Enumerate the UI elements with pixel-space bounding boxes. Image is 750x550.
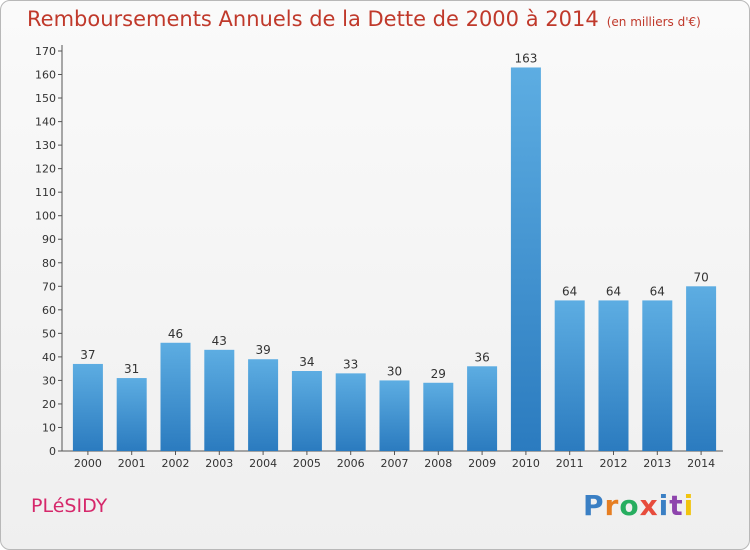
chart-title: Remboursements Annuels de la Dette de 20…	[27, 7, 701, 31]
y-tick-label-110: 110	[35, 186, 56, 199]
bar-2012	[598, 300, 629, 451]
y-tick-label-80: 80	[42, 257, 56, 270]
y-tick-label-60: 60	[42, 304, 56, 317]
bar-2000	[72, 363, 103, 451]
commune-name: PLéSIDY	[31, 495, 108, 517]
x-tick-label-2000: 2000	[74, 457, 102, 470]
y-tick-label-90: 90	[42, 233, 56, 246]
chart-subtitle: (en milliers d'€)	[606, 15, 701, 29]
bar-2009	[467, 366, 498, 451]
logo-letter: i	[683, 489, 695, 522]
y-tick-label-20: 20	[42, 398, 56, 411]
data-label-2011: 64	[562, 284, 577, 298]
y-tick-label-160: 160	[35, 69, 56, 82]
data-label-2002: 46	[168, 327, 183, 341]
data-label-2005: 34	[299, 355, 314, 369]
x-tick-label-2006: 2006	[337, 457, 365, 470]
data-label-2006: 33	[343, 357, 358, 371]
x-tick-label-2013: 2013	[643, 457, 671, 470]
y-tick-label-50: 50	[42, 327, 56, 340]
bar-2013	[642, 300, 673, 451]
x-tick-label-2011: 2011	[556, 457, 584, 470]
proxiti-logo[interactable]: Proxiti	[583, 489, 694, 522]
x-tick-label-2005: 2005	[293, 457, 321, 470]
x-tick-label-2008: 2008	[424, 457, 452, 470]
logo-letter: r	[604, 489, 620, 522]
data-label-2009: 36	[474, 350, 489, 364]
data-label-2004: 39	[255, 343, 270, 357]
bar-2006	[335, 373, 366, 451]
bar-2011	[554, 300, 585, 451]
bar-2004	[248, 359, 279, 451]
x-tick-label-2001: 2001	[118, 457, 146, 470]
y-tick-label-170: 170	[35, 45, 56, 58]
x-tick-label-2014: 2014	[687, 457, 715, 470]
data-label-2000: 37	[80, 348, 95, 362]
data-label-2001: 31	[124, 362, 139, 376]
bar-2002	[160, 342, 191, 451]
x-tick-label-2012: 2012	[600, 457, 628, 470]
bar-2007	[379, 380, 410, 451]
y-tick-label-150: 150	[35, 92, 56, 105]
bar-2008	[423, 382, 454, 451]
data-label-2010: 163	[514, 51, 537, 65]
x-tick-label-2002: 2002	[162, 457, 190, 470]
y-tick-label-10: 10	[42, 421, 56, 434]
x-tick-label-2004: 2004	[249, 457, 277, 470]
y-tick-label-140: 140	[35, 116, 56, 129]
data-label-2007: 30	[387, 364, 402, 378]
y-tick-label-0: 0	[49, 445, 56, 458]
logo-letter: x	[639, 489, 659, 522]
y-tick-label-70: 70	[42, 280, 56, 293]
data-label-2013: 64	[650, 284, 665, 298]
data-label-2003: 43	[212, 334, 227, 348]
logo-letter: t	[669, 489, 684, 522]
x-tick-label-2010: 2010	[512, 457, 540, 470]
x-tick-label-2007: 2007	[381, 457, 409, 470]
bar-2003	[204, 349, 235, 451]
y-tick-label-130: 130	[35, 139, 56, 152]
logo-letter: P	[583, 489, 605, 522]
chart-title-text: Remboursements Annuels de la Dette de 20…	[27, 7, 599, 31]
data-label-2012: 64	[606, 284, 621, 298]
y-tick-label-40: 40	[42, 351, 56, 364]
logo-letter: o	[619, 489, 640, 522]
bar-2005	[291, 371, 322, 451]
logo-letter: i	[658, 489, 670, 522]
data-label-2014: 70	[693, 270, 708, 284]
y-tick-label-100: 100	[35, 210, 56, 223]
bar-2010	[510, 67, 541, 452]
y-tick-label-30: 30	[42, 374, 56, 387]
y-tick-label-120: 120	[35, 163, 56, 176]
x-tick-label-2009: 2009	[468, 457, 496, 470]
data-label-2008: 29	[431, 367, 446, 381]
x-tick-label-2003: 2003	[205, 457, 233, 470]
bar-2014	[686, 286, 717, 451]
bar-2001	[116, 378, 147, 451]
